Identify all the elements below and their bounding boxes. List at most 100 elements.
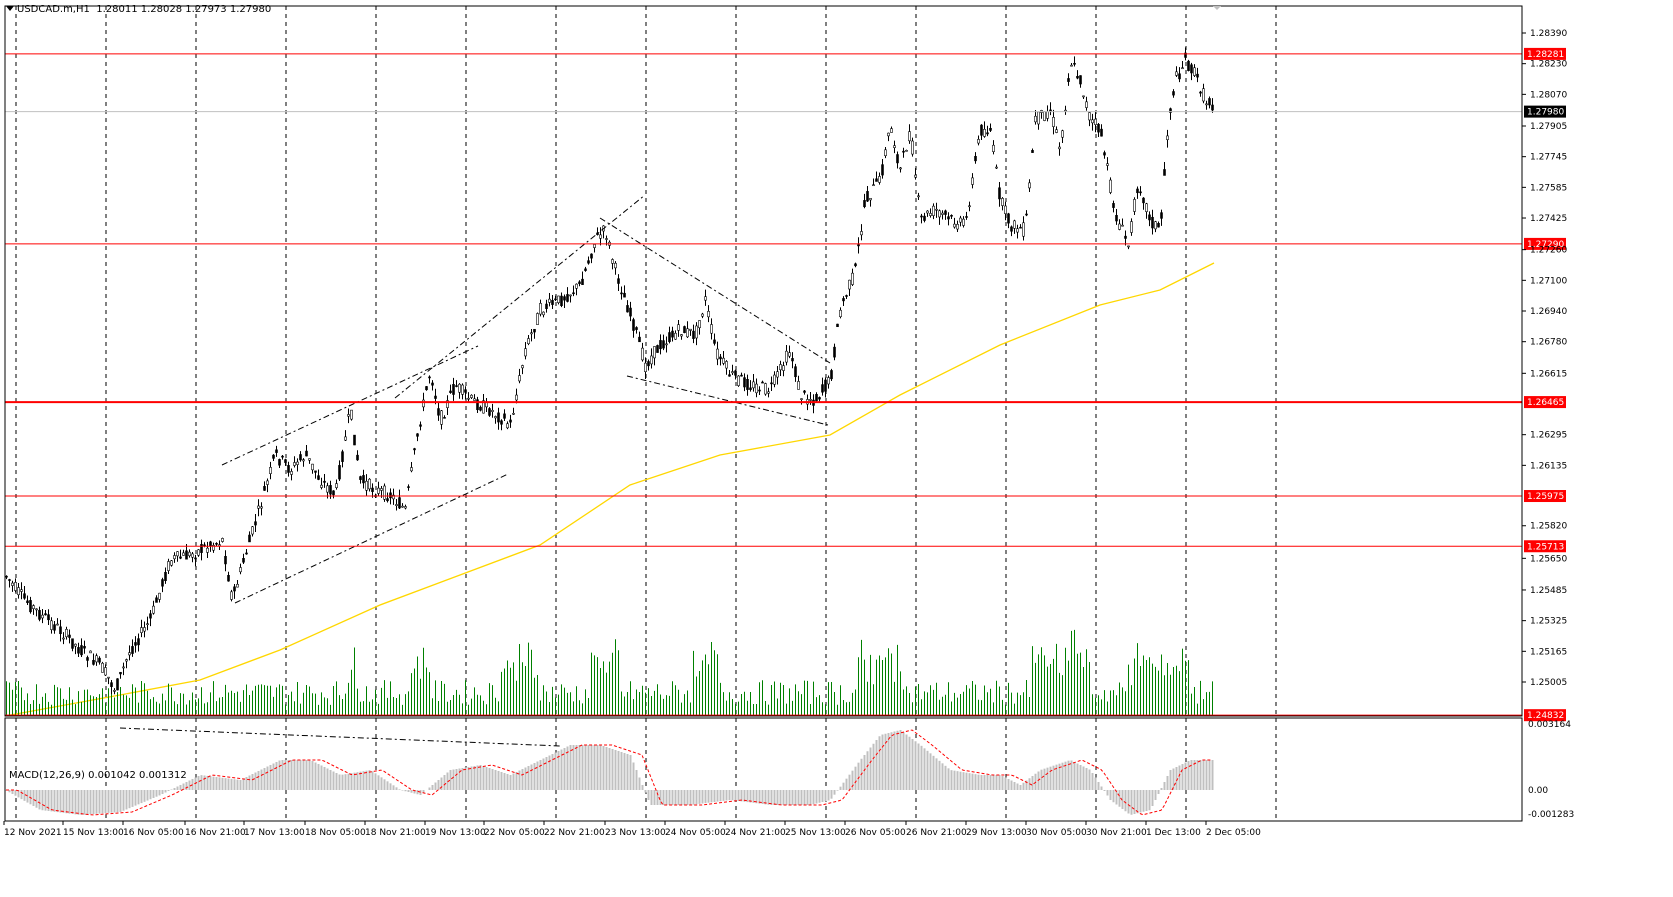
candle-body	[458, 383, 461, 393]
candle-body	[614, 262, 617, 269]
time-axis-label: 29 Nov 13:00	[966, 828, 1027, 838]
candle-body	[278, 459, 281, 466]
candle-body	[143, 627, 146, 632]
candle-body	[470, 394, 473, 398]
candle-body	[566, 294, 569, 302]
candle-body	[173, 555, 176, 560]
candle-body	[950, 214, 953, 217]
candle-body	[269, 467, 272, 474]
current-price-text: 1.27980	[1527, 108, 1564, 118]
candle-body	[1007, 213, 1010, 224]
time-axis-label: 2 Dec 05:00	[1206, 828, 1261, 838]
candle-body	[230, 591, 233, 600]
candle-body	[875, 178, 878, 182]
candle-body	[710, 324, 713, 334]
candle-body	[1121, 224, 1124, 227]
candle-body	[773, 374, 776, 385]
candle-body	[386, 498, 389, 502]
candle-body	[854, 263, 857, 267]
candle-body	[899, 167, 902, 170]
candle-body	[8, 579, 11, 581]
candle-body	[320, 484, 323, 488]
candle-body	[935, 208, 938, 211]
candle-body	[254, 521, 257, 526]
candle-body	[167, 561, 170, 571]
candle-body	[371, 487, 374, 492]
candle-body	[1061, 130, 1064, 138]
candle-body	[857, 244, 860, 247]
candle-body	[419, 424, 422, 427]
candle-body	[146, 623, 149, 626]
candle-body	[155, 597, 158, 603]
candle-body	[164, 571, 167, 582]
candle-body	[179, 556, 182, 559]
candle-body	[275, 449, 278, 453]
candle-body	[671, 330, 674, 338]
candle-body	[245, 552, 248, 555]
candle-body	[986, 132, 989, 135]
candle-body	[788, 352, 791, 357]
price-axis-label: 1.26615	[1530, 369, 1567, 379]
candle-body	[638, 336, 641, 343]
candle-body	[224, 555, 227, 565]
candle-body	[455, 385, 458, 387]
macd-axis-label: 0.003164	[1528, 720, 1571, 730]
candle-body	[563, 296, 566, 301]
candle-body	[791, 358, 794, 362]
candle-body	[551, 300, 554, 305]
candle-body	[1109, 179, 1112, 193]
candle-body	[473, 398, 476, 401]
candle-body	[314, 470, 317, 473]
candle-body	[383, 485, 386, 500]
time-axis-label: 30 Nov 05:00	[1026, 828, 1087, 838]
candle-body	[584, 268, 587, 271]
candle-body	[251, 526, 254, 535]
level-price-text: 1.25713	[1527, 542, 1564, 552]
candle-body	[32, 605, 35, 609]
ohlc-values: 1.28011 1.28028 1.27973 1.27980	[96, 4, 272, 15]
candle-body	[575, 283, 578, 289]
candle-body	[959, 217, 962, 223]
time-axis-label: 16 Nov 21:00	[185, 828, 246, 838]
candle-body	[302, 459, 305, 462]
candle-body	[11, 582, 14, 586]
candle-body	[1022, 222, 1025, 237]
candle-body	[911, 140, 914, 155]
candle-body	[1187, 60, 1190, 71]
candle-body	[221, 538, 224, 542]
candle-body	[26, 600, 29, 604]
candle-body	[134, 642, 137, 646]
candle-body	[749, 387, 752, 390]
candle-body	[1037, 111, 1040, 125]
candle-body	[104, 667, 107, 676]
candle-body	[659, 340, 662, 350]
candle-body	[977, 139, 980, 144]
candle-body	[380, 488, 383, 491]
candle-body	[305, 450, 308, 457]
candle-body	[293, 462, 296, 466]
candle-body	[209, 541, 212, 547]
candle-body	[338, 465, 341, 480]
candle-body	[740, 374, 743, 377]
candle-body	[80, 645, 83, 656]
time-axis-label: 17 Nov 13:00	[244, 828, 305, 838]
candle-body	[86, 657, 89, 661]
candle-body	[1043, 111, 1046, 121]
candle-body	[929, 213, 932, 216]
candle-body	[1160, 212, 1163, 219]
candle-body	[839, 309, 842, 318]
level-price-tag	[1524, 709, 1566, 722]
dropdown-arrow-icon[interactable]	[6, 6, 14, 11]
time-axis-label: 15 Nov 13:00	[63, 828, 124, 838]
candle-body	[158, 592, 161, 600]
price-axis-label: 1.28390	[1530, 29, 1567, 39]
candle-body	[827, 377, 830, 385]
trend-line	[221, 345, 479, 466]
candle-body	[695, 325, 698, 339]
candle-body	[1175, 71, 1178, 76]
candle-body	[365, 480, 368, 491]
candle-body	[809, 399, 812, 401]
candle-body	[20, 589, 23, 592]
